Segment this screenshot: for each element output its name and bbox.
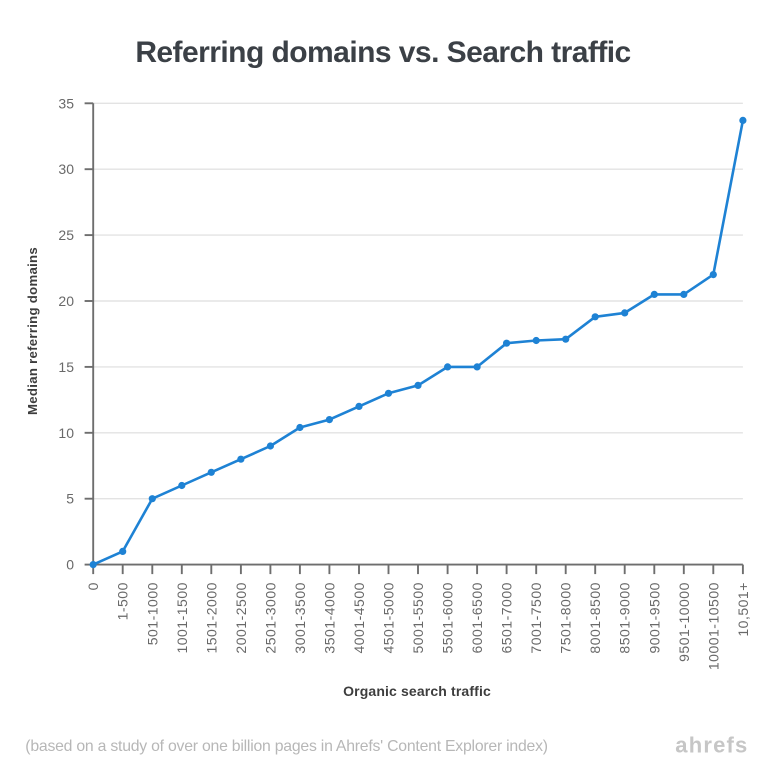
svg-text:35: 35 <box>58 95 74 111</box>
svg-text:Median referring domains: Median referring domains <box>25 247 40 415</box>
svg-text:501-1000: 501-1000 <box>144 582 160 645</box>
svg-text:9001-9500: 9001-9500 <box>646 582 662 653</box>
svg-text:2501-3000: 2501-3000 <box>262 582 278 653</box>
svg-text:(based on a study of over one: (based on a study of over one billion pa… <box>25 738 548 755</box>
svg-text:8001-8500: 8001-8500 <box>587 582 603 653</box>
svg-text:10001-10500: 10001-10500 <box>705 582 721 670</box>
svg-text:6001-6500: 6001-6500 <box>469 582 485 653</box>
svg-text:1001-1500: 1001-1500 <box>174 582 190 653</box>
svg-text:25: 25 <box>58 227 74 243</box>
svg-text:4001-4500: 4001-4500 <box>351 582 367 653</box>
svg-text:0: 0 <box>66 557 74 573</box>
svg-text:9501-10000: 9501-10000 <box>676 582 692 662</box>
svg-text:15: 15 <box>58 359 74 375</box>
svg-text:6501-7000: 6501-7000 <box>499 582 515 653</box>
svg-text:3001-3500: 3001-3500 <box>292 582 308 653</box>
svg-text:7501-8000: 7501-8000 <box>558 582 574 653</box>
svg-text:4501-5000: 4501-5000 <box>381 582 397 653</box>
svg-text:7001-7500: 7001-7500 <box>528 582 544 653</box>
svg-text:3501-4000: 3501-4000 <box>321 582 337 653</box>
svg-text:8501-9000: 8501-9000 <box>617 582 633 653</box>
svg-text:2001-2500: 2001-2500 <box>233 582 249 653</box>
svg-text:Referring domains vs. Search t: Referring domains vs. Search traffic <box>135 36 630 69</box>
svg-text:1501-2000: 1501-2000 <box>203 582 219 653</box>
svg-text:0: 0 <box>85 582 101 590</box>
svg-text:30: 30 <box>58 161 74 177</box>
svg-text:20: 20 <box>58 293 74 309</box>
svg-text:10: 10 <box>58 425 74 441</box>
svg-text:5001-5500: 5001-5500 <box>410 582 426 653</box>
svg-text:5: 5 <box>66 491 74 507</box>
svg-text:ahrefs: ahrefs <box>675 732 748 757</box>
svg-text:10,501+: 10,501+ <box>735 582 751 637</box>
svg-text:Organic search traffic: Organic search traffic <box>343 683 491 699</box>
svg-text:1-500: 1-500 <box>115 582 131 620</box>
svg-text:5501-6000: 5501-6000 <box>440 582 456 653</box>
